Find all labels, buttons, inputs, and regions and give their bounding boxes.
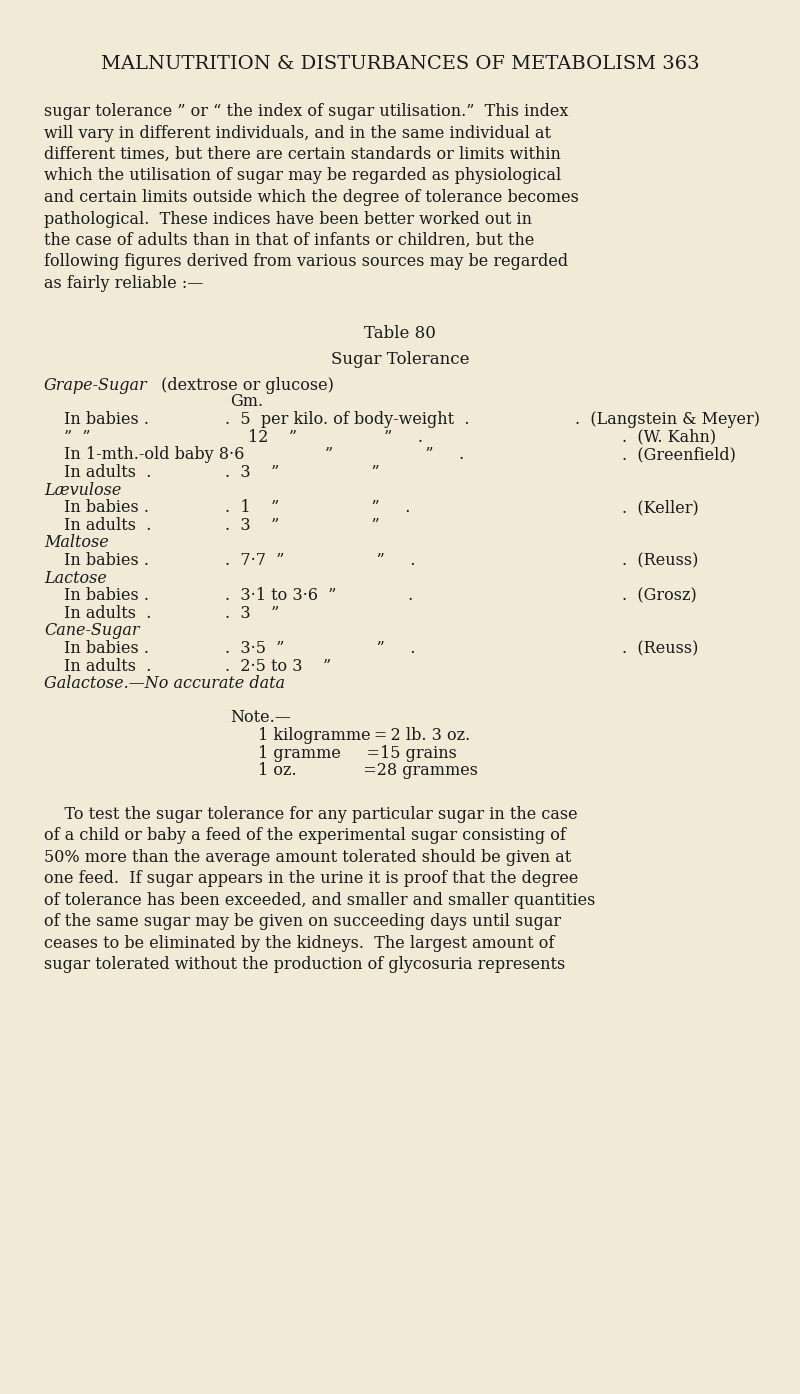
- Text: (dextrose or glucose): (dextrose or glucose): [156, 376, 334, 393]
- Text: of a child or baby a feed of the experimental sugar consisting of: of a child or baby a feed of the experim…: [44, 828, 566, 845]
- Text: ”                  ”     .: ” ” .: [325, 446, 464, 463]
- Text: and certain limits outside which the degree of tolerance becomes: and certain limits outside which the deg…: [44, 190, 579, 206]
- Text: In 1-mth.-old baby 8·6: In 1-mth.-old baby 8·6: [64, 446, 244, 463]
- Text: sugar tolerance ” or “ the index of sugar utilisation.”  This index: sugar tolerance ” or “ the index of suga…: [44, 103, 568, 120]
- Text: pathological.  These indices have been better worked out in: pathological. These indices have been be…: [44, 210, 532, 227]
- Text: 1 gramme     =15 grains: 1 gramme =15 grains: [258, 744, 457, 761]
- Text: 1 oz.             =28 grammes: 1 oz. =28 grammes: [258, 763, 478, 779]
- Text: In adults  .: In adults .: [64, 464, 151, 481]
- Text: .  (Reuss): . (Reuss): [622, 640, 698, 657]
- Text: .  7·7  ”                  ”     .: . 7·7 ” ” .: [225, 552, 415, 569]
- Text: In babies .: In babies .: [64, 640, 149, 657]
- Text: In adults  .: In adults .: [64, 517, 151, 534]
- Text: .  (Langstein & Meyer): . (Langstein & Meyer): [575, 411, 760, 428]
- Text: .  5  per kilo. of body-weight  .: . 5 per kilo. of body-weight .: [225, 411, 470, 428]
- Text: In babies .: In babies .: [64, 499, 149, 516]
- Text: the case of adults than in that of infants or children, but the: the case of adults than in that of infan…: [44, 231, 534, 250]
- Text: as fairly reliable :—: as fairly reliable :—: [44, 275, 203, 291]
- Text: will vary in different individuals, and in the same individual at: will vary in different individuals, and …: [44, 124, 551, 142]
- Text: following figures derived from various sources may be regarded: following figures derived from various s…: [44, 254, 568, 270]
- Text: In adults  .: In adults .: [64, 605, 151, 622]
- Text: one feed.  If sugar appears in the urine it is proof that the degree: one feed. If sugar appears in the urine …: [44, 870, 578, 888]
- Text: different times, but there are certain standards or limits within: different times, but there are certain s…: [44, 146, 561, 163]
- Text: Lactose: Lactose: [44, 570, 107, 587]
- Text: which the utilisation of sugar may be regarded as physiological: which the utilisation of sugar may be re…: [44, 167, 562, 184]
- Text: .  (Reuss): . (Reuss): [622, 552, 698, 569]
- Text: .  (Keller): . (Keller): [622, 499, 698, 516]
- Text: Grape-Sugar: Grape-Sugar: [44, 376, 148, 393]
- Text: .  3·5  ”                  ”     .: . 3·5 ” ” .: [225, 640, 415, 657]
- Text: .  (Grosz): . (Grosz): [622, 587, 697, 604]
- Text: 12    ”                 ”     .: 12 ” ” .: [248, 429, 423, 446]
- Text: .  3    ”: . 3 ”: [225, 605, 279, 622]
- Text: .  2·5 to 3    ”: . 2·5 to 3 ”: [225, 658, 331, 675]
- Text: ceases to be eliminated by the kidneys.  The largest amount of: ceases to be eliminated by the kidneys. …: [44, 935, 554, 952]
- Text: Table 80: Table 80: [364, 325, 436, 342]
- Text: of the same sugar may be given on succeeding days until sugar: of the same sugar may be given on succee…: [44, 913, 561, 930]
- Text: of tolerance has been exceeded, and smaller and smaller quantities: of tolerance has been exceeded, and smal…: [44, 892, 595, 909]
- Text: MALNUTRITION & DISTURBANCES OF METABOLISM 363: MALNUTRITION & DISTURBANCES OF METABOLIS…: [101, 54, 699, 72]
- Text: Maltose: Maltose: [44, 534, 109, 551]
- Text: .  (Greenfield): . (Greenfield): [622, 446, 736, 463]
- Text: Note.—: Note.—: [230, 710, 291, 726]
- Text: To test the sugar tolerance for any particular sugar in the case: To test the sugar tolerance for any part…: [44, 806, 578, 822]
- Text: 1 kilogramme = 2 lb. 3 oz.: 1 kilogramme = 2 lb. 3 oz.: [258, 728, 470, 744]
- Text: In babies .: In babies .: [64, 411, 149, 428]
- Text: .  1    ”                  ”     .: . 1 ” ” .: [225, 499, 410, 516]
- Text: Cane-Sugar: Cane-Sugar: [44, 622, 139, 640]
- Text: Sugar Tolerance: Sugar Tolerance: [330, 350, 470, 368]
- Text: Gm.: Gm.: [230, 393, 263, 410]
- Text: .  (W. Kahn): . (W. Kahn): [622, 429, 716, 446]
- Text: sugar tolerated without the production of glycosuria represents: sugar tolerated without the production o…: [44, 956, 566, 973]
- Text: In adults  .: In adults .: [64, 658, 151, 675]
- Text: .  3    ”                  ”: . 3 ” ”: [225, 517, 380, 534]
- Text: In babies .: In babies .: [64, 587, 149, 604]
- Text: In babies .: In babies .: [64, 552, 149, 569]
- Text: 50% more than the average amount tolerated should be given at: 50% more than the average amount tolerat…: [44, 849, 571, 866]
- Text: Galactose.—No accurate data: Galactose.—No accurate data: [44, 675, 285, 691]
- Text: .  3·1 to 3·6  ”              .: . 3·1 to 3·6 ” .: [225, 587, 414, 604]
- Text: .  3    ”                  ”: . 3 ” ”: [225, 464, 380, 481]
- Text: Lævulose: Lævulose: [44, 481, 122, 499]
- Text: ”  ”: ” ”: [64, 429, 90, 446]
